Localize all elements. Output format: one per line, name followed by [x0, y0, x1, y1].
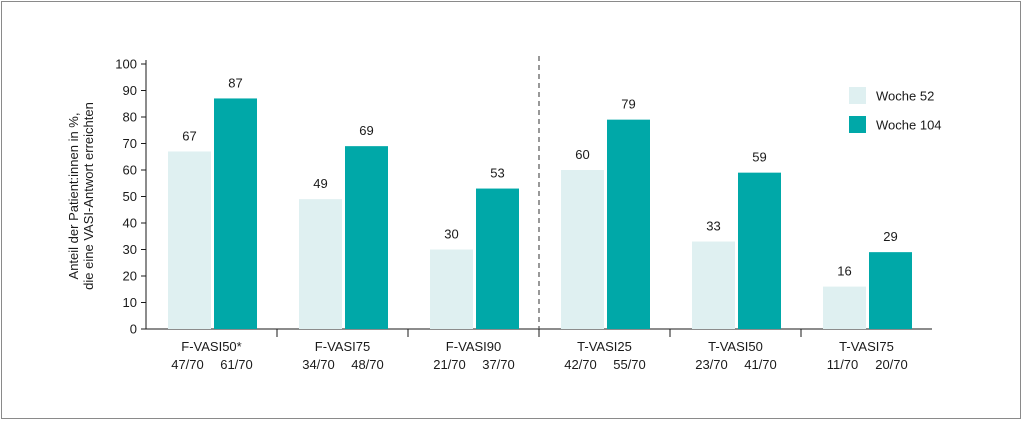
bar-value-label: 29 [883, 229, 897, 244]
legend-label: Woche 104 [876, 118, 942, 133]
x-category-n-week52: 21/70 [433, 357, 466, 372]
bar-woche-52 [430, 249, 473, 329]
x-category-label: F-VASI50* [181, 339, 241, 354]
x-category-label: F-VASI75 [315, 339, 370, 354]
legend-swatch-woche-104 [849, 116, 866, 133]
y-axis-label-line: Anteil der Patient:innen in %, [66, 113, 81, 280]
bar-value-label: 49 [313, 176, 327, 191]
bar-woche-52 [299, 199, 342, 329]
bar-value-label: 59 [752, 150, 766, 165]
bar-woche-104 [869, 252, 912, 329]
bar-woche-104 [345, 146, 388, 329]
bar-woche-104 [476, 188, 519, 329]
bar-value-label: 16 [837, 264, 851, 279]
legend-swatch-woche-52 [849, 87, 866, 104]
bar-woche-104 [738, 172, 781, 329]
x-category-n-week52: 11/70 [827, 357, 859, 372]
y-tick-label: 90 [123, 83, 137, 98]
x-category-n-week104: 37/70 [482, 357, 515, 372]
y-tick-label: 20 [123, 269, 137, 284]
x-category-label: F-VASI90 [446, 339, 501, 354]
bar-woche-52 [823, 286, 866, 329]
y-tick-label: 40 [123, 216, 137, 231]
bar-value-label: 69 [359, 123, 373, 138]
y-tick-label: 80 [123, 110, 137, 125]
x-category-label: T-VASI50 [708, 339, 763, 354]
x-category-label: T-VASI75 [839, 339, 894, 354]
x-category-n-week104: 20/70 [875, 357, 908, 372]
bar-woche-52 [561, 170, 604, 329]
x-category-n-week52: 23/70 [695, 357, 728, 372]
bar-value-label: 60 [575, 147, 589, 162]
y-tick-label: 0 [130, 322, 137, 337]
bar-value-label: 67 [182, 128, 196, 143]
y-tick-label: 50 [123, 189, 137, 204]
x-category-n-week52: 42/70 [564, 357, 597, 372]
bar-value-label: 79 [621, 97, 635, 112]
bar-woche-104 [607, 119, 650, 330]
bar-woche-104 [214, 98, 257, 329]
y-tick-label: 70 [123, 136, 137, 151]
legend-label: Woche 52 [876, 89, 934, 104]
x-category-label: T-VASI25 [577, 339, 632, 354]
x-category-n-week104: 61/70 [220, 357, 253, 372]
y-axis-label-line: die eine VASI-Antwort erreichten [81, 102, 96, 290]
y-tick-label: 30 [123, 242, 137, 257]
y-tick-label: 100 [115, 57, 137, 72]
x-category-n-week104: 55/70 [613, 357, 646, 372]
x-category-n-week52: 34/70 [302, 357, 335, 372]
bar-woche-52 [168, 151, 211, 329]
y-tick-label: 60 [123, 163, 137, 178]
x-category-n-week104: 41/70 [744, 357, 777, 372]
bar-value-label: 33 [706, 219, 720, 234]
bar-value-label: 87 [228, 75, 242, 90]
bar-woche-52 [692, 241, 735, 329]
y-axis-label: Anteil der Patient:innen in %,die eine V… [66, 102, 96, 290]
y-tick-label: 10 [123, 295, 137, 310]
bar-value-label: 30 [444, 227, 458, 242]
bar-value-label: 53 [490, 166, 504, 181]
x-category-n-week52: 47/70 [171, 357, 204, 372]
x-category-n-week104: 48/70 [351, 357, 384, 372]
